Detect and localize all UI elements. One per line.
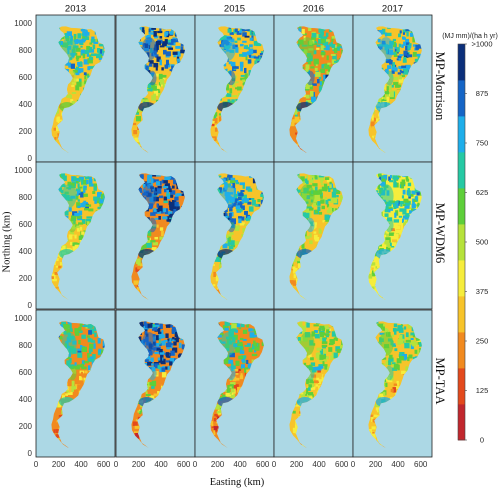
- easting-tick-label: 0: [193, 460, 198, 469]
- panel-frame: [352, 161, 433, 310]
- easting-tick-label: 400: [74, 460, 88, 469]
- northing-tick-label: 0: [28, 301, 33, 310]
- colorbar-gradient: [458, 44, 465, 441]
- map-panel-mp-wdm6-2017: [352, 161, 433, 310]
- colorbar-segment: [458, 260, 465, 297]
- colorbar-tick-label: 625: [476, 188, 489, 197]
- northing-tick-label: 1000: [14, 19, 32, 28]
- map-panel-grid: [35, 14, 433, 458]
- easting-tick-label: 200: [211, 460, 225, 469]
- easting-tick-label: 600: [335, 460, 349, 469]
- colorbar-tick-label: 250: [476, 337, 489, 346]
- colorbar-segment: [458, 332, 465, 369]
- northing-tick-label: 0: [28, 154, 33, 163]
- map-panel-mp-morrison-2017: [352, 14, 433, 163]
- panel-frame: [35, 161, 116, 310]
- map-panel-mp-wdm6-2015: [194, 161, 275, 310]
- colorbar-segment: [458, 404, 465, 441]
- easting-tick-label: 200: [290, 460, 304, 469]
- easting-tick-label: 600: [414, 460, 428, 469]
- map-panel-mp-morrison-2015: [194, 14, 275, 163]
- easting-tick-label: 400: [233, 460, 247, 469]
- colorbar-segment: [458, 80, 465, 117]
- column-title-2015: 2015: [224, 4, 245, 15]
- column-title-2014: 2014: [145, 4, 166, 15]
- northing-tick-label: 400: [19, 395, 33, 404]
- map-panel-mp-taa-2015: [194, 309, 275, 458]
- easting-tick-labels: 0 200 400 600 0 200 400 600 0 200 400 600 0 200 400 600…: [34, 460, 428, 469]
- easting-tick-label: 200: [132, 460, 146, 469]
- easting-tick-label: 600: [256, 460, 270, 469]
- easting-tick-label: 600: [177, 460, 191, 469]
- colorbar-tick-label: 500: [476, 238, 489, 247]
- easting-tick-label: 400: [391, 460, 405, 469]
- colorbar-segment: [458, 188, 465, 225]
- northing-tick-label: 200: [19, 274, 33, 283]
- map-panel-mp-wdm6-2014: [115, 161, 196, 310]
- column-title-2017: 2017: [382, 4, 403, 15]
- row-label-mp-wdm6: MP-WDM6: [433, 203, 447, 263]
- map-panel-mp-morrison-2016: [273, 14, 354, 163]
- colorbar-segment: [458, 368, 465, 405]
- colorbar-segment: [458, 296, 465, 333]
- northing-tick-label: 400: [19, 247, 33, 256]
- colorbar: (MJ mm)/(ha h yr) 0 125 250 375 500 625 750 875…: [442, 33, 498, 445]
- easting-tick-label: 600: [97, 460, 111, 469]
- easting-tick-label: 200: [369, 460, 383, 469]
- map-panel-mp-wdm6-2013: [35, 161, 116, 310]
- colorbar-tick-label: >1000: [471, 40, 492, 49]
- northing-tick-labels: 0 200 400 600 800 1000 0 200 400 600 800 1000 0 200 40…: [14, 19, 32, 458]
- row-label-mp-taa: MP-TAA: [433, 358, 447, 405]
- colorbar-segment: [458, 116, 465, 153]
- map-panel-mp-taa-2017: [352, 309, 433, 458]
- northing-tick-label: 400: [19, 100, 33, 109]
- easting-axis-label: Easting (km): [210, 477, 265, 488]
- northing-tick-label: 800: [19, 193, 33, 202]
- easting-tick-label: 0: [272, 460, 277, 469]
- colorbar-segment: [458, 224, 465, 261]
- colorbar-tick-label: 875: [476, 89, 489, 98]
- northing-tick-label: 800: [19, 341, 33, 350]
- column-title-2013: 2013: [65, 4, 86, 15]
- colorbar-segment: [458, 152, 465, 189]
- colorbar-tick-labels: 0 125 250 375 500 625 750 875 >1000: [465, 40, 493, 445]
- northing-tick-label: 600: [19, 73, 33, 82]
- panel-frame: [352, 309, 433, 458]
- easting-tick-label: 0: [351, 460, 356, 469]
- colorbar-tick-label: 750: [476, 139, 489, 148]
- colorbar-tick-label: 125: [476, 386, 489, 395]
- map-panel-mp-morrison-2014: [115, 14, 196, 163]
- map-panel-mp-taa-2016: [273, 309, 354, 458]
- colorbar-tick-label: 0: [480, 436, 484, 445]
- northing-tick-label: 1000: [14, 314, 32, 323]
- northing-tick-label: 600: [19, 368, 33, 377]
- colorbar-segment: [458, 44, 465, 81]
- colorbar-tick-label: 375: [476, 287, 489, 296]
- panel-frame: [35, 309, 116, 458]
- map-panel-mp-morrison-2013: [35, 14, 116, 163]
- map-panel-mp-taa-2014: [115, 309, 196, 458]
- easting-tick-label: 0: [114, 460, 119, 469]
- northing-tick-label: 200: [19, 422, 33, 431]
- northing-tick-label: 800: [19, 46, 33, 55]
- column-title-2016: 2016: [303, 4, 324, 15]
- map-panel-mp-wdm6-2016: [273, 161, 354, 310]
- northing-tick-label: 600: [19, 220, 33, 229]
- easting-tick-label: 400: [154, 460, 168, 469]
- map-panel-mp-taa-2013: [35, 309, 116, 458]
- colorbar-unit-label: (MJ mm)/(ha h yr): [442, 33, 498, 40]
- method-row-labels: MP-Morrison MP-WDM6 MP-TAA: [433, 52, 447, 405]
- easting-tick-label: 400: [312, 460, 326, 469]
- easting-tick-label: 200: [52, 460, 66, 469]
- easting-tick-label: 0: [34, 460, 39, 469]
- year-column-titles: 2013 2014 2015 2016 2017: [65, 4, 403, 15]
- northing-axis-label: Northing (km): [2, 211, 13, 272]
- northing-tick-label: 0: [28, 449, 33, 458]
- northing-tick-label: 1000: [14, 166, 32, 175]
- row-label-mp-morrison: MP-Morrison: [433, 52, 447, 122]
- northing-tick-label: 200: [19, 127, 33, 136]
